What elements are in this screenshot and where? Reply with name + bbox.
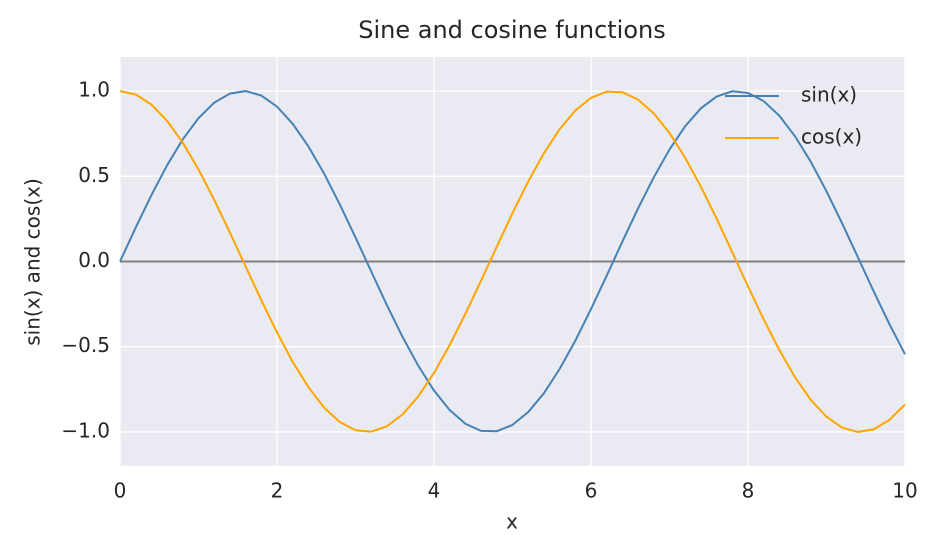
y-axis-label: sin(x) and cos(x) — [21, 178, 45, 346]
legend-label: cos(x) — [801, 125, 862, 149]
x-axis-label: x — [506, 510, 518, 534]
x-tick-label: 0 — [114, 479, 127, 503]
x-tick-label: 10 — [892, 479, 917, 503]
y-tick-label: 0.0 — [78, 248, 110, 272]
chart-title: Sine and cosine functions — [358, 16, 666, 44]
y-tick-label: 0.5 — [78, 163, 110, 187]
x-tick-label: 4 — [428, 479, 441, 503]
x-tick-label: 6 — [585, 479, 598, 503]
series-line — [119, 90, 906, 433]
y-tick-label: −0.5 — [61, 333, 110, 357]
y-tick-label: −1.0 — [61, 418, 110, 442]
x-tick-label: 2 — [271, 479, 284, 503]
x-tick-label: 8 — [742, 479, 755, 503]
series-line — [119, 90, 906, 433]
legend-label: sin(x) — [801, 83, 857, 107]
y-tick-label: 1.0 — [78, 78, 110, 102]
